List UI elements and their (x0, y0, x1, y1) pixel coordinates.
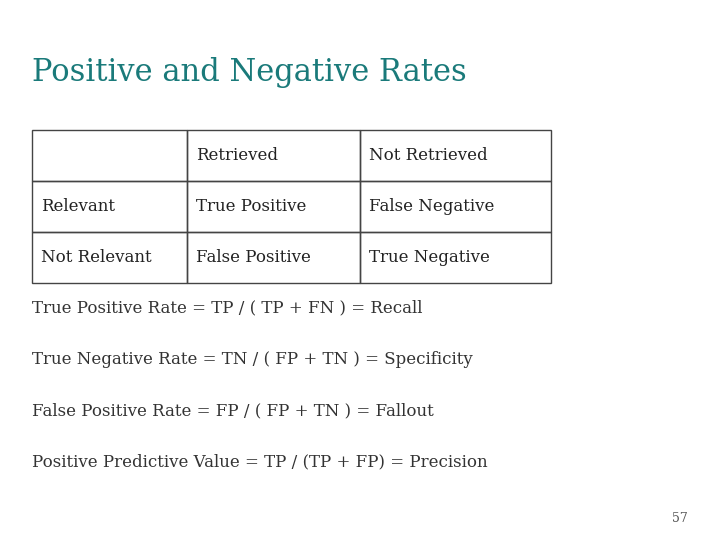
Bar (32, 232, 187, 284)
Text: Positive and Negative Rates: Positive and Negative Rates (32, 57, 467, 87)
Text: True Positive Rate = TP / ( TP + FN ) = Recall: True Positive Rate = TP / ( TP + FN ) = … (32, 300, 423, 316)
Bar (360, 232, 551, 284)
Text: Not Relevant: Not Relevant (41, 249, 152, 266)
Bar (187, 130, 360, 181)
Text: Relevant: Relevant (41, 198, 115, 215)
Bar (360, 181, 551, 232)
Bar (32, 130, 187, 181)
Text: False Positive Rate = FP / ( FP + TN ) = Fallout: False Positive Rate = FP / ( FP + TN ) =… (32, 402, 434, 419)
Text: 57: 57 (672, 512, 688, 525)
Text: Not Retrieved: Not Retrieved (369, 147, 487, 164)
Bar (32, 181, 187, 232)
Text: False Positive: False Positive (196, 249, 311, 266)
Bar (187, 232, 360, 284)
Bar (360, 130, 551, 181)
Text: False Negative: False Negative (369, 198, 494, 215)
Text: True Negative Rate = TN / ( FP + TN ) = Specificity: True Negative Rate = TN / ( FP + TN ) = … (32, 351, 473, 368)
Text: Retrieved: Retrieved (196, 147, 278, 164)
Bar (187, 181, 360, 232)
Text: True Positive: True Positive (196, 198, 306, 215)
Text: True Negative: True Negative (369, 249, 490, 266)
Text: Positive Predictive Value = TP / (TP + FP) = Precision: Positive Predictive Value = TP / (TP + F… (32, 454, 488, 470)
